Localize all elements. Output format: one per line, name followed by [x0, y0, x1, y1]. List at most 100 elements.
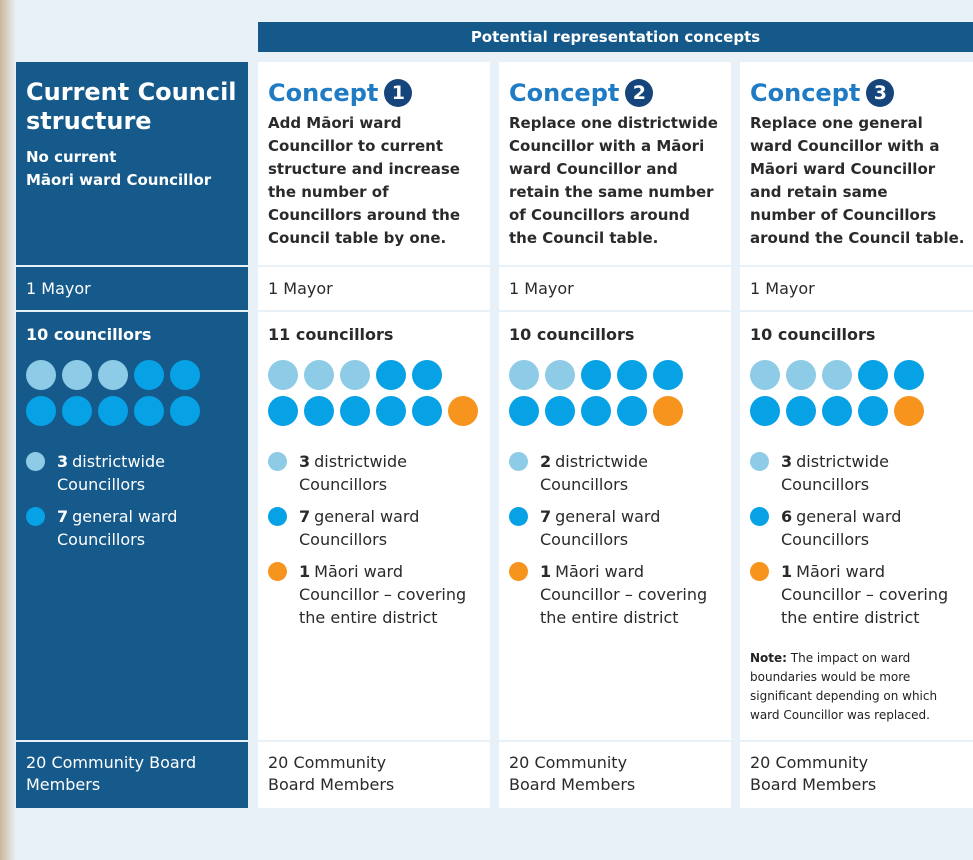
header-banner: Potential representation concepts — [258, 22, 973, 52]
legend-line: Councillors — [299, 473, 407, 496]
legend-label: districtwide — [555, 452, 648, 471]
legend-line: Councillors — [57, 473, 165, 496]
concept-number: 1 — [384, 79, 413, 107]
legend-swatch — [268, 562, 287, 581]
legend-text: 7 general ward Councillors — [540, 505, 660, 551]
legend-label: general ward — [72, 507, 178, 526]
councillor-dot — [858, 396, 888, 426]
councillor-dots — [509, 360, 729, 432]
table-cell: 11 councillors 3 districtwide Councillors 7 g… — [258, 312, 490, 740]
legend-line: 1 Māori ward — [781, 560, 948, 583]
community-board-line: 20 Community — [509, 753, 628, 772]
legend-swatch — [26, 452, 45, 471]
concept-number: 3 — [866, 79, 895, 107]
community-board-line: 20 Community Board — [26, 753, 197, 772]
concept-description-line: Replace one districtwide — [509, 114, 718, 132]
concept-description-line: Add Māori ward — [268, 114, 402, 132]
legend-swatch — [268, 507, 287, 526]
legend-item: 1 Māori ward Councillor – covering the enti… — [268, 560, 490, 629]
councillor-count: 10 councillors — [509, 325, 635, 344]
legend-swatch — [750, 507, 769, 526]
table-cell: 10 councillors 3 districtwide Councillors 7 g… — [16, 312, 248, 740]
background-edge — [0, 0, 16, 860]
legend-count: 1 — [299, 562, 311, 581]
councillor-dot — [268, 360, 298, 390]
legend-item: 1 Māori ward Councillor – covering the enti… — [750, 560, 973, 629]
community-board-line: Board Members — [750, 775, 877, 794]
legend: 3 districtwide Councillors 6 general ward Cou… — [750, 450, 973, 629]
legend-swatch — [268, 452, 287, 471]
councillor-dot — [545, 396, 575, 426]
concept-description-line: structure and increase — [268, 160, 460, 178]
legend-line: Councillors — [299, 528, 419, 551]
legend-swatch — [509, 452, 528, 471]
councillor-dot — [376, 396, 406, 426]
legend-text: 6 general ward Councillors — [781, 505, 901, 551]
table-cell: 10 councillors 3 districtwide Councillors 6 g… — [740, 312, 973, 740]
mayor: 1 Mayor — [509, 279, 574, 298]
legend-text: 1 Māori ward Councillor – covering the enti… — [299, 560, 466, 629]
legend-line: Councillors — [781, 528, 901, 551]
mayor: 1 Mayor — [26, 279, 91, 298]
councillor-dot — [653, 396, 683, 426]
concept-description-line: around the Council table. — [750, 229, 965, 247]
legend-label: Councillor – covering — [781, 585, 949, 604]
legend-label: districtwide — [314, 452, 407, 471]
councillor-dots — [268, 360, 488, 432]
concept-number: 2 — [625, 79, 654, 107]
councillor-count: 10 councillors — [750, 325, 876, 344]
table-cell: 1 Mayor — [499, 267, 731, 310]
community-board: 20 Community Board Members — [750, 752, 973, 796]
table-cell: 1 Mayor — [16, 267, 248, 310]
legend-text: 3 districtwide Councillors — [781, 450, 889, 496]
concept-description-line: Council table by one. — [268, 229, 447, 247]
legend-line: 7 general ward — [57, 505, 177, 528]
column-subtitle-line: Māori ward Councillor — [26, 171, 212, 189]
dot-row — [509, 360, 729, 396]
councillor-dot — [134, 360, 164, 390]
note-label: Note: — [750, 651, 787, 665]
table-cell: Concept 1 Add Māori ward Councillor to curr… — [258, 62, 490, 265]
councillor-dot — [98, 360, 128, 390]
legend-line: 7 general ward — [299, 505, 419, 528]
dot-row — [509, 396, 729, 432]
column-title: Current Council structure — [26, 78, 248, 136]
legend-count: 3 — [781, 452, 793, 471]
concept-description: Replace one general ward Councillor with … — [750, 112, 973, 250]
councillor-dot — [509, 360, 539, 390]
concept-label: Concept — [509, 79, 620, 107]
legend-label: general ward — [314, 507, 420, 526]
legend-line: 1 Māori ward — [299, 560, 466, 583]
councillor-count: 11 councillors — [268, 325, 394, 344]
legend-count: 6 — [781, 507, 793, 526]
legend-item: 2 districtwide Councillors — [509, 450, 731, 496]
note: Note: The impact on ward boundaries would… — [750, 649, 973, 725]
councillor-dot — [134, 396, 164, 426]
councillor-dot — [545, 360, 575, 390]
dot-row — [26, 396, 246, 432]
legend-swatch — [509, 562, 528, 581]
table-cell: 20 Community Board Members — [16, 742, 248, 808]
councillor-dot — [750, 396, 780, 426]
community-board-line: Board Members — [509, 775, 636, 794]
legend-label: Councillors — [57, 475, 146, 494]
councillor-dot — [786, 396, 816, 426]
concept-description-line: Māori ward Councillor — [750, 160, 936, 178]
legend-count: 1 — [781, 562, 793, 581]
note-text: significant depending on which — [750, 689, 938, 703]
legend-line: Councillors — [540, 473, 648, 496]
legend-swatch — [750, 562, 769, 581]
community-board: 20 Community Board Members — [26, 752, 248, 796]
councillor-dot — [822, 396, 852, 426]
legend-text: 1 Māori ward Councillor – covering the enti… — [540, 560, 707, 629]
legend-text: 2 districtwide Councillors — [540, 450, 648, 496]
legend-label: Councillors — [781, 475, 870, 494]
legend-line: Councillors — [781, 473, 889, 496]
legend-label: the entire district — [299, 608, 438, 627]
legend-count: 3 — [57, 452, 69, 471]
councillor-dot — [98, 396, 128, 426]
legend-line: Councillor – covering — [299, 583, 466, 606]
legend-item: 7 general ward Councillors — [509, 505, 731, 551]
legend-line: Councillors — [540, 528, 660, 551]
